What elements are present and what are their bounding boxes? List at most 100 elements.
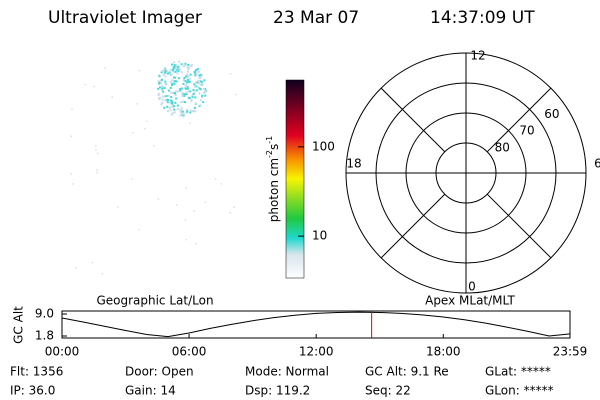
image-pixel	[161, 70, 164, 73]
image-pixel	[174, 70, 177, 73]
image-pixel	[171, 91, 174, 94]
image-pixel	[158, 86, 161, 89]
image-pixel	[180, 87, 183, 90]
image-pixel	[157, 80, 160, 83]
diag-line	[486, 87, 552, 153]
image-pixel	[136, 103, 138, 105]
image-pixel	[188, 80, 191, 83]
image-pixel	[201, 94, 204, 97]
image-pixel	[195, 69, 198, 72]
image-pixel	[170, 63, 173, 66]
image-pixel	[198, 92, 201, 95]
image-pixel	[185, 187, 188, 189]
image-pixel	[181, 115, 184, 118]
image-pixel	[170, 96, 173, 99]
image-pixel	[184, 219, 187, 221]
image-pixel	[194, 85, 197, 88]
image-pixel	[181, 95, 184, 98]
colorbar	[285, 79, 305, 279]
image-pixel	[194, 81, 197, 84]
image-pixel	[159, 81, 162, 84]
image-pixel	[104, 67, 106, 69]
image-pixel	[184, 87, 187, 90]
image-pixel	[193, 210, 195, 212]
image-pixel	[193, 70, 196, 73]
image-pixel	[170, 105, 173, 108]
mlt-label: 0	[468, 280, 476, 294]
x-tick-label: 23:59	[553, 345, 588, 359]
image-pixel	[235, 93, 237, 96]
image-pixel	[164, 75, 167, 78]
image-pixel	[172, 82, 175, 85]
image-pixel	[161, 101, 164, 104]
x-tick-label: 06:00	[172, 345, 207, 359]
image-pixel	[174, 101, 177, 104]
image-pixel	[184, 80, 187, 83]
image-pixel	[157, 81, 160, 84]
image-pixel	[96, 172, 98, 174]
label-part: -2	[265, 150, 274, 158]
image-pixel	[173, 108, 176, 111]
image-pixel	[185, 238, 187, 241]
image-pixel	[111, 96, 113, 98]
image-pixel	[194, 72, 197, 75]
image-pixel	[158, 74, 161, 77]
image-pixel	[157, 87, 160, 90]
label-part: -1	[265, 136, 274, 144]
image-pixel	[180, 111, 183, 114]
image-pixel	[179, 88, 182, 91]
image-pixel	[199, 104, 202, 107]
status-field: Door: Open	[125, 365, 194, 379]
image-pixel	[188, 96, 191, 99]
image-pixel	[187, 75, 190, 78]
image-pixel	[168, 89, 171, 92]
image-pixel	[159, 79, 162, 82]
image-pixel	[157, 97, 160, 100]
image-pixel	[138, 229, 140, 231]
image-pixel	[192, 109, 195, 112]
image-pixel	[196, 86, 199, 89]
image-pixel	[180, 71, 183, 74]
image-pixel	[180, 106, 183, 109]
image-pixel	[95, 144, 97, 147]
image-pixel	[189, 77, 192, 80]
image-pixel	[171, 68, 174, 71]
image-pixel	[178, 68, 181, 71]
image-pixel	[193, 85, 196, 88]
image-pixel	[70, 173, 72, 175]
image-pixel	[162, 73, 165, 76]
auroral-image	[70, 60, 237, 275]
mlt-label: 12	[470, 49, 485, 63]
image-pixel	[192, 88, 195, 91]
image-pixel	[199, 73, 202, 76]
status-field: GLat: *****	[485, 365, 551, 379]
image-pixel	[95, 149, 97, 151]
image-pixel	[172, 66, 175, 69]
image-pixel	[101, 273, 104, 275]
image-pixel	[183, 101, 186, 104]
y-tick-label: 1.8	[35, 329, 54, 343]
image-pixel	[179, 89, 182, 92]
image-pixel	[185, 93, 188, 96]
x-tick-label: 18:00	[426, 345, 461, 359]
date: 23 Mar 07	[273, 8, 359, 28]
image-pixel	[157, 93, 160, 96]
image-pixel	[196, 81, 199, 84]
label-part: photon cm	[267, 158, 281, 222]
image-pixel	[203, 79, 206, 82]
diag-line	[380, 193, 446, 259]
image-pixel	[164, 99, 167, 102]
image-pixel	[84, 83, 87, 86]
left-label: Geographic Lat/Lon	[96, 294, 213, 308]
image-pixel	[187, 90, 190, 93]
image-pixel	[220, 182, 223, 185]
image-pixel	[197, 70, 200, 73]
image-pixel	[193, 106, 196, 109]
image-pixel	[183, 64, 186, 67]
image-pixel	[185, 84, 188, 87]
image-pixel	[179, 109, 182, 112]
image-pixel	[185, 75, 188, 78]
image-pixel	[199, 88, 202, 91]
image-pixel	[193, 83, 196, 86]
